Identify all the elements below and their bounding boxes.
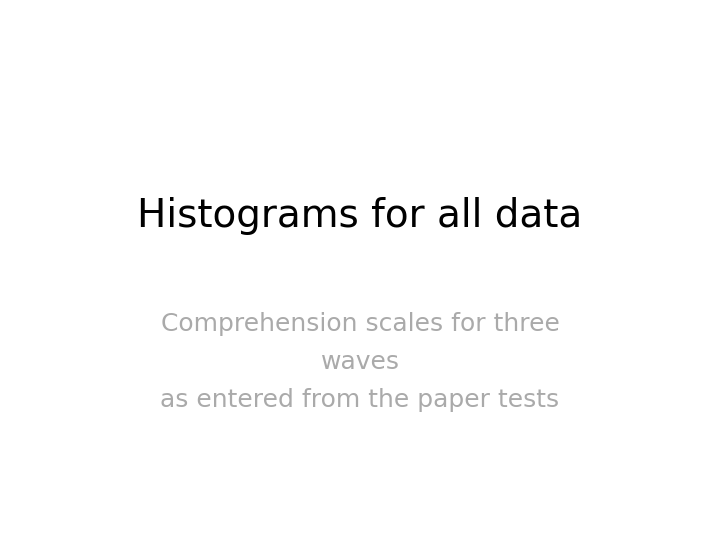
Text: as entered from the paper tests: as entered from the paper tests (161, 388, 559, 411)
Text: Comprehension scales for three: Comprehension scales for three (161, 312, 559, 336)
Text: Histograms for all data: Histograms for all data (138, 197, 582, 235)
Text: waves: waves (320, 350, 400, 374)
